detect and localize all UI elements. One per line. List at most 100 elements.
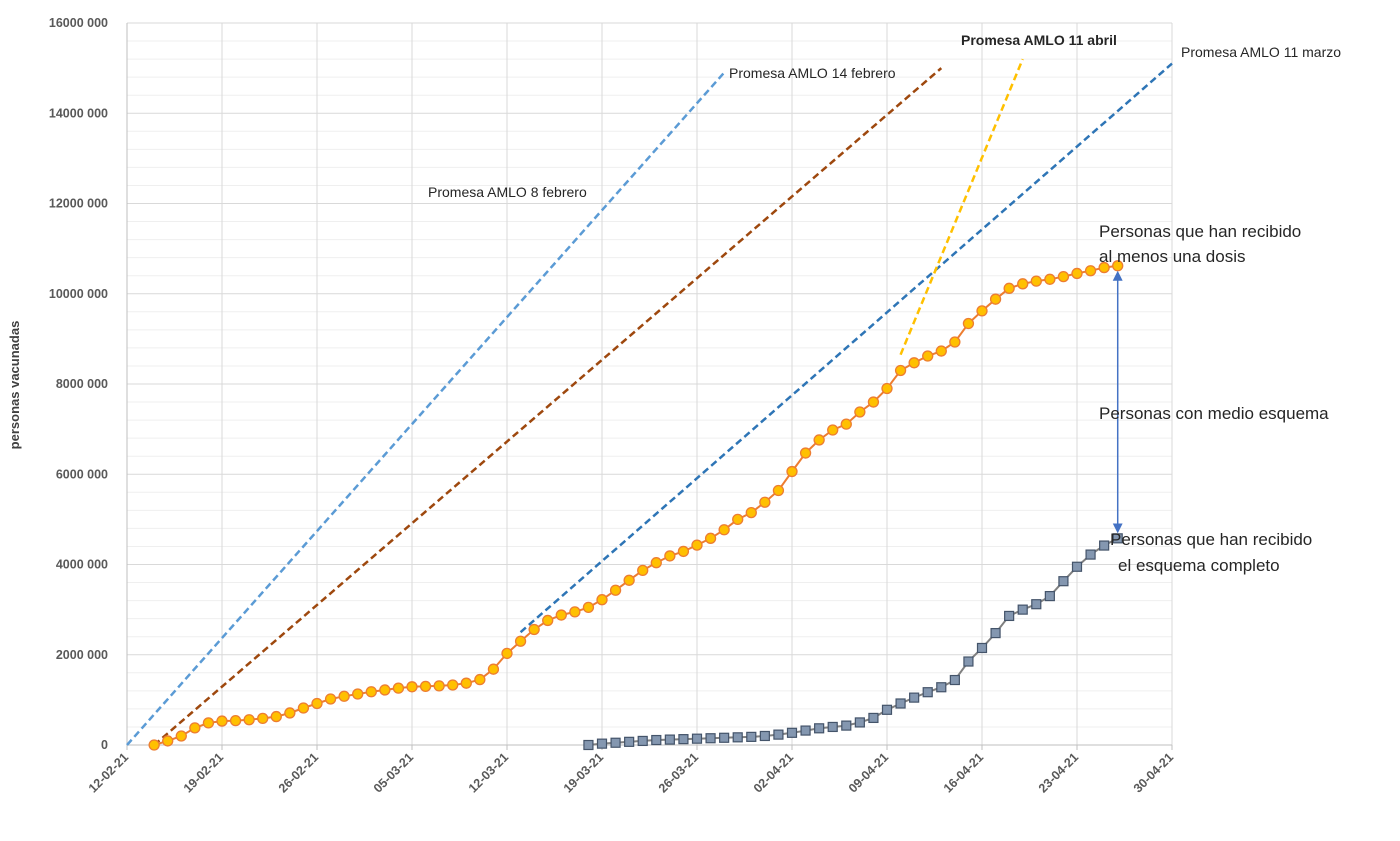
data-point-dose — [799, 447, 812, 459]
data-point-complete — [909, 692, 920, 703]
data-point-dose — [379, 684, 391, 696]
x-tick-label: 09-04-21 — [846, 750, 891, 795]
data-point-complete — [610, 737, 621, 748]
data-point-dose — [474, 673, 486, 686]
data-point-complete — [936, 682, 947, 693]
data-point-dose — [732, 513, 744, 526]
y-tick-label: 4000 000 — [56, 558, 108, 572]
data-point-dose — [514, 635, 527, 647]
data-point-complete — [868, 712, 879, 724]
data-point-complete — [678, 734, 689, 745]
annotation-una-dosis-line2: al menos una dosis — [1099, 247, 1245, 266]
data-point-dose — [243, 714, 255, 726]
data-point-dose — [501, 647, 513, 660]
annotation-promesa-11-marzo: Promesa AMLO 11 marzo — [1181, 44, 1341, 60]
axes: 0 2000 000 4000 000 6000 000 8000 000 10000 0… — [49, 16, 1176, 796]
data-point-complete — [596, 738, 608, 749]
y-tick-label: 6000 000 — [56, 467, 108, 481]
data-point-dose — [772, 484, 785, 497]
data-point-dose — [759, 496, 771, 508]
data-point-complete — [583, 739, 594, 751]
y-axis-label: personas vacunadas — [7, 321, 22, 450]
data-point-dose — [202, 717, 215, 729]
data-point-complete — [624, 736, 635, 747]
data-point-dose — [704, 532, 717, 544]
data-point-dose — [582, 601, 595, 614]
data-point-complete — [773, 729, 784, 740]
y-tick-label: 16000 000 — [49, 16, 108, 30]
data-point-dose — [1057, 270, 1070, 283]
data-point-complete — [759, 730, 770, 742]
x-tick-label: 19-03-21 — [561, 750, 606, 795]
annotation-promesa-8-febrero: Promesa AMLO 8 febrero — [428, 184, 587, 200]
annotation-esquema-line2: el esquema completo — [1118, 556, 1280, 575]
x-tick-label: 19-02-21 — [181, 750, 226, 795]
data-series — [148, 260, 1124, 751]
y-tick-label: 14000 000 — [49, 106, 108, 120]
data-point-dose — [433, 680, 445, 692]
data-point-dose — [216, 715, 228, 727]
data-point-dose — [637, 564, 649, 577]
data-point-dose — [786, 465, 798, 478]
data-point-dose — [989, 293, 1002, 305]
data-point-complete — [786, 727, 798, 738]
data-point-dose — [229, 714, 242, 727]
data-point-dose — [691, 539, 703, 551]
data-point-dose — [460, 677, 472, 689]
data-point-dose — [270, 710, 282, 723]
data-point-dose — [352, 688, 364, 700]
data-point-dose — [935, 345, 947, 357]
data-point-dose — [745, 506, 757, 519]
annotation-promesa-14-febrero: Promesa AMLO 14 febrero — [729, 65, 896, 81]
data-point-dose — [650, 557, 662, 569]
data-point-dose — [677, 545, 690, 558]
data-point-dose — [609, 584, 622, 596]
data-point-dose — [542, 614, 554, 627]
data-point-dose — [162, 735, 174, 747]
data-point-complete — [651, 734, 662, 746]
data-point-dose — [1044, 273, 1056, 285]
data-point-dose — [962, 317, 975, 330]
data-point-complete — [976, 642, 988, 654]
x-tick-label: 26-02-21 — [276, 750, 321, 795]
data-point-dose — [338, 690, 350, 702]
data-point-dose — [976, 305, 988, 317]
y-tick-label: 10000 000 — [49, 287, 108, 301]
x-tick-label: 23-04-21 — [1036, 750, 1081, 795]
data-point-dose — [189, 722, 201, 734]
data-point-dose — [392, 682, 405, 694]
data-point-dose — [922, 350, 934, 362]
data-point-dose — [664, 550, 676, 562]
data-point-complete — [664, 734, 675, 745]
data-point-dose — [867, 396, 880, 408]
data-point-dose — [311, 697, 323, 710]
data-point-dose — [908, 357, 920, 369]
series-line-1 — [588, 537, 1119, 746]
data-point-complete — [1017, 604, 1028, 615]
data-point-dose — [623, 574, 635, 586]
data-point-dose — [284, 707, 296, 719]
data-point-dose — [854, 406, 866, 418]
gridlines — [126, 22, 1173, 746]
x-tick-label: 12-02-21 — [86, 750, 131, 795]
data-point-complete — [1071, 561, 1083, 572]
x-tick-label: 26-03-21 — [656, 750, 701, 795]
data-point-dose — [1017, 278, 1029, 290]
data-point-dose — [1003, 282, 1015, 294]
data-point-dose — [881, 382, 893, 395]
data-point-complete — [1112, 533, 1123, 544]
data-point-complete — [1044, 590, 1055, 602]
data-point-complete — [881, 704, 893, 715]
data-point-complete — [990, 627, 1001, 639]
annotation-medio-esquema: Personas con medio esquema — [1099, 404, 1329, 423]
annotations: personas vacunadas Promesa AMLO 8 febrer… — [7, 32, 1341, 575]
x-tick-label: 30-04-21 — [1131, 750, 1176, 795]
y-tick-label: 12000 000 — [49, 197, 108, 211]
data-point-dose — [419, 680, 432, 692]
data-point-complete — [1031, 599, 1042, 610]
x-tick-label: 05-03-21 — [371, 750, 416, 795]
x-tick-label: 16-04-21 — [941, 750, 986, 795]
data-point-dose — [1030, 275, 1042, 287]
data-point-dose — [1084, 265, 1097, 277]
